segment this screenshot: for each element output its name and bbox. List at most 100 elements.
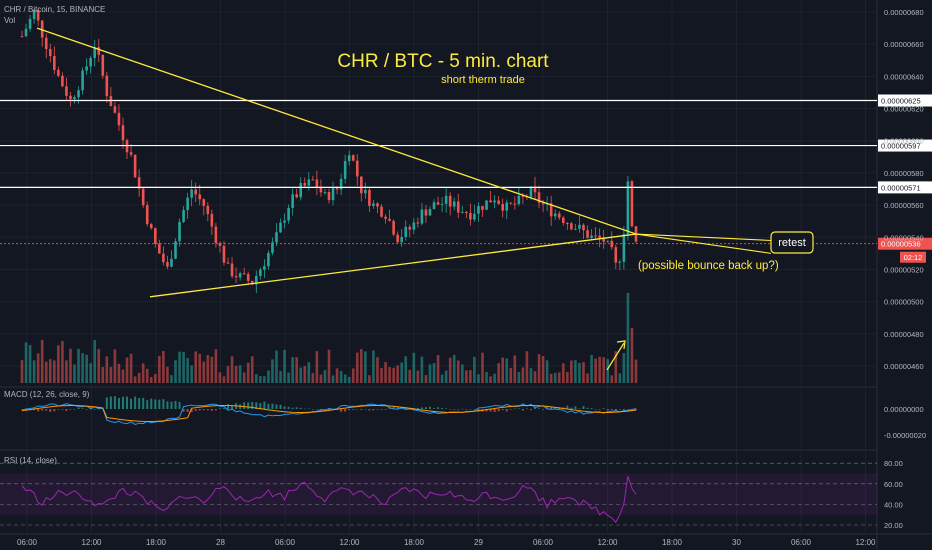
rsi-tick-label: 20.00 (884, 521, 903, 530)
candle-body (101, 54, 105, 76)
retest-projection-line-lower[interactable] (635, 233, 772, 254)
macd-histogram-bar (247, 402, 250, 409)
rsi-label: RSI (14, close) (4, 456, 57, 465)
time-axis[interactable]: 06:00 12:00 18:00 28 06:00 12:00 18:00 29 06:00 1… (17, 538, 876, 547)
volume-bar (557, 372, 561, 383)
macd-histogram-bar (433, 408, 436, 409)
candle-body (44, 37, 48, 50)
volume-bar (129, 353, 133, 383)
volume-bar (48, 359, 52, 383)
volume-bar (303, 366, 307, 383)
price-tick-label: 0.00000520 (884, 265, 924, 274)
volume-bar (331, 375, 335, 383)
retest-projection-line[interactable] (635, 233, 772, 242)
candle-body (166, 262, 169, 267)
volume-bar (69, 348, 72, 383)
volume-bar (226, 366, 230, 383)
macd-histogram-bar (469, 409, 472, 410)
candle-body (444, 195, 448, 204)
volume-bar (586, 373, 589, 383)
candle-body (190, 189, 193, 198)
candle-body (77, 90, 80, 98)
candle-body (97, 47, 101, 55)
grid-lines (0, 0, 877, 534)
volume-bar (145, 368, 149, 383)
current-price-badge (878, 237, 932, 250)
candle-body (424, 209, 428, 216)
macd-histogram-bar (279, 404, 282, 409)
macd-histogram-bar (307, 408, 310, 410)
volume-bar (481, 352, 484, 383)
candle-body (452, 201, 456, 207)
volume-bar (533, 371, 537, 383)
macd-histogram-bar (424, 407, 427, 409)
volume-bar (202, 361, 206, 383)
macd-histogram-bar (138, 398, 141, 409)
volume-bar (28, 345, 32, 383)
volume-bar (206, 355, 210, 383)
candle-body (85, 66, 88, 71)
countdown-badge (900, 251, 926, 263)
volume-bar (343, 374, 347, 383)
macd-histogram-bar (150, 398, 153, 409)
macd-histogram-bar (348, 409, 351, 411)
price-tick-label: 0.00000680 (884, 8, 924, 17)
volume-bar (24, 342, 28, 383)
volume-bar (137, 372, 141, 383)
macd-histogram-bar (420, 407, 423, 409)
macd-histogram-bar (538, 408, 541, 409)
candle-body (380, 206, 383, 217)
trendlines[interactable] (36, 27, 772, 298)
level-label-box (878, 139, 932, 152)
annotation-subtitle: short therm trade (441, 74, 525, 86)
macd-histogram-bar (259, 403, 262, 409)
macd-histogram-bar (509, 409, 512, 410)
candle-body (561, 217, 565, 224)
volume-bar (234, 365, 238, 383)
volume-bar (590, 354, 593, 383)
price-axis[interactable]: 0.00000680 0.00000660 0.00000640 0.00000620… (884, 8, 924, 371)
bounce-label: (possible bounce back up?) (638, 260, 779, 272)
candle-body (481, 206, 484, 210)
volume-bar (578, 362, 581, 383)
macd-histogram-bar (578, 408, 581, 410)
rsi-line (21, 475, 637, 524)
candle-body (53, 55, 56, 70)
retest-callout-box[interactable] (770, 231, 814, 254)
volume-bar (109, 366, 113, 383)
volume-bar (89, 363, 92, 383)
macd-histogram-bar (550, 406, 553, 409)
candle-body (606, 240, 610, 242)
macd-histogram-bar (566, 405, 569, 409)
macd-histogram-bar (162, 399, 165, 409)
candle-body (618, 261, 622, 263)
macd-histogram-bar (134, 396, 137, 409)
volume-bar (267, 370, 270, 383)
macd-histogram-bar (49, 409, 52, 412)
macd-histogram-bar (610, 409, 613, 410)
macd-histogram-bar (263, 401, 266, 409)
macd-histogram-bar (505, 409, 508, 412)
macd-histogram-bar (295, 407, 298, 409)
macd-histogram-bar (105, 397, 108, 409)
time-tick-label: 12:00 (597, 538, 618, 547)
rsi-tick-label: 40.00 (884, 500, 903, 509)
macd-histogram-bar (121, 396, 124, 409)
resistance-trendline[interactable] (36, 27, 637, 235)
volume-bar (125, 357, 129, 383)
volume-bar (489, 376, 492, 383)
price-tick-label: 0.00000480 (884, 330, 924, 339)
macd-histogram-bar (190, 409, 193, 413)
macd-histogram-bar (69, 409, 72, 410)
horizontal-levels[interactable]: 0.00000625 0.00000597 0.00000571 0.00000536… (0, 94, 932, 263)
volume-bar (392, 367, 395, 383)
candle-body (509, 202, 513, 204)
support-trendline[interactable] (149, 233, 637, 298)
price-tick-label: 0.00000660 (884, 40, 924, 49)
volume-bar (186, 358, 189, 383)
volume-bar (521, 367, 525, 383)
candle-body (81, 70, 84, 91)
volume-bar (97, 349, 101, 383)
candle-body (364, 189, 367, 194)
